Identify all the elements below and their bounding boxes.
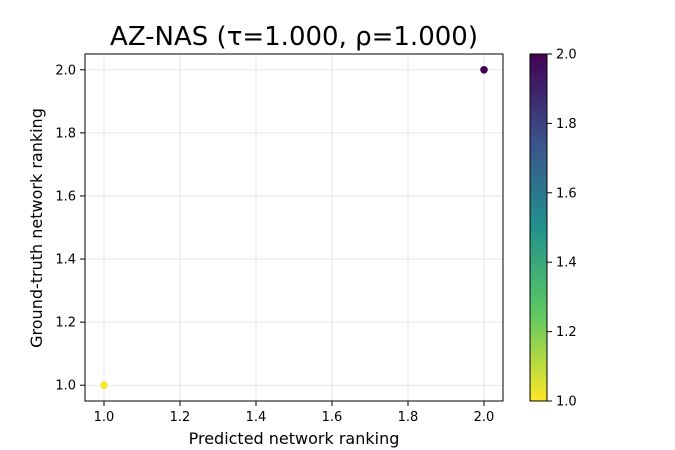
x-tick-label: 1.2 [170,410,191,425]
y-tick-label: 1.0 [55,379,76,394]
chart-title: AZ-NAS (τ=1.000, ρ=1.000) [110,22,478,52]
colorbar-tick-label: 1.6 [556,186,577,201]
y-tick-label: 1.2 [55,316,76,331]
y-axis-label: Ground-truth network ranking [27,108,46,348]
plot-frame [84,53,504,402]
x-tick-label: 1.4 [246,410,267,425]
grid-lines [85,54,503,401]
y-tick-label: 1.8 [55,126,76,141]
x-tick-label: 1.0 [94,410,115,425]
y-axis-ticks: 1.0 1.2 1.4 1.6 1.8 2.0 [55,63,85,394]
y-tick-label: 2.0 [55,63,76,78]
colorbar-tick-label: 1.0 [556,395,577,410]
scatter-point [100,381,108,390]
y-tick-label: 1.4 [55,253,76,268]
colorbar [529,53,548,402]
x-tick-label: 2.0 [474,410,495,425]
data-points [100,65,488,390]
colorbar-ticks: 1.0 1.2 1.4 1.6 1.8 2.0 [547,48,577,410]
colorbar-tick-label: 2.0 [556,48,577,63]
x-axis-label: Predicted network ranking [189,429,400,448]
x-axis-ticks: 1.0 1.2 1.4 1.6 1.8 2.0 [94,401,495,425]
colorbar-tick-label: 1.4 [556,256,577,271]
x-tick-label: 1.6 [322,410,343,425]
x-tick-label: 1.8 [398,410,419,425]
colorbar-tick-label: 1.8 [556,117,577,132]
scatter-point [480,65,488,74]
colorbar-tick-label: 1.2 [556,325,577,340]
y-tick-label: 1.6 [55,189,76,204]
